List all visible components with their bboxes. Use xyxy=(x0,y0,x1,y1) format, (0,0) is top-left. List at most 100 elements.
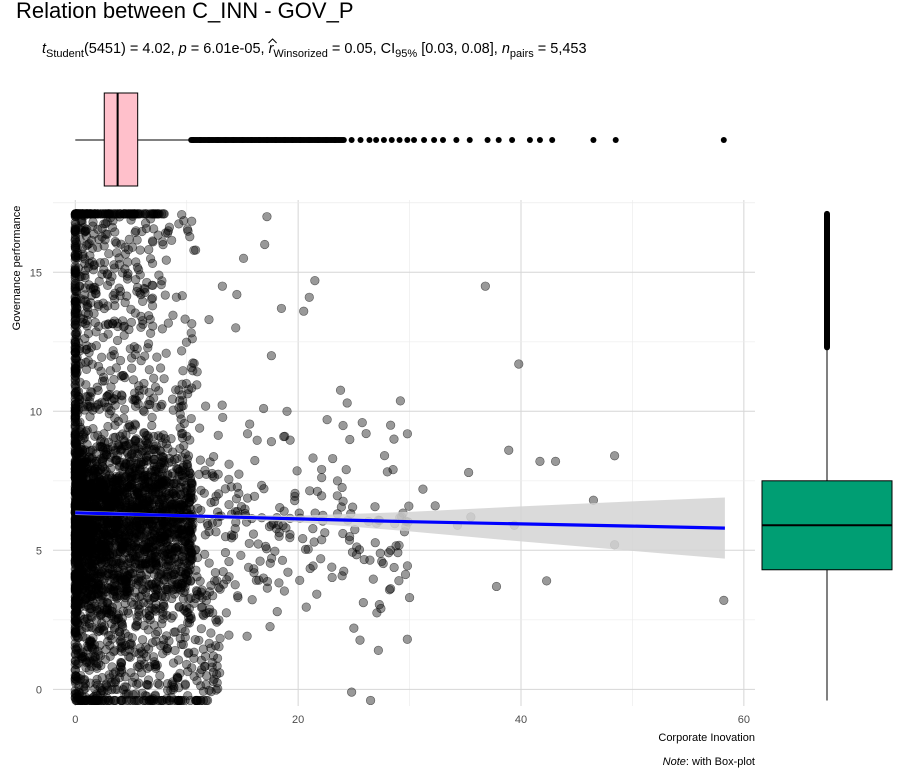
y-axis-title: Governance performance xyxy=(11,206,23,331)
outlier-point xyxy=(495,137,502,143)
data-point xyxy=(180,626,190,637)
data-point xyxy=(111,557,121,567)
data-point xyxy=(115,662,126,672)
data-point xyxy=(127,363,137,373)
data-point xyxy=(214,642,224,652)
data-point xyxy=(70,316,80,326)
data-point xyxy=(120,672,130,682)
outlier-point xyxy=(396,137,403,143)
y-marginal-boxplot xyxy=(761,210,893,701)
data-point xyxy=(187,319,197,329)
data-point xyxy=(112,248,122,258)
data-point xyxy=(89,209,99,219)
data-point xyxy=(336,502,346,512)
data-point xyxy=(167,593,177,604)
data-point xyxy=(185,232,195,242)
data-point xyxy=(328,453,338,464)
data-point xyxy=(370,502,380,512)
data-point xyxy=(206,628,216,638)
data-point xyxy=(183,666,193,677)
data-point xyxy=(394,576,404,586)
data-point xyxy=(147,258,158,269)
data-point xyxy=(190,545,200,555)
data-point xyxy=(266,351,277,361)
data-point xyxy=(260,239,270,250)
data-point xyxy=(134,482,145,493)
data-point xyxy=(238,253,249,263)
outlier-point xyxy=(256,137,263,143)
data-point xyxy=(196,624,206,634)
data-point xyxy=(182,574,192,584)
data-point xyxy=(104,249,114,259)
data-point xyxy=(153,695,163,706)
data-point xyxy=(201,469,211,479)
data-point xyxy=(171,580,181,590)
outlier-point xyxy=(331,137,338,143)
scatter-points xyxy=(70,209,729,706)
data-point xyxy=(197,602,208,612)
data-point xyxy=(138,405,148,415)
data-point xyxy=(361,428,371,439)
data-point xyxy=(365,695,376,706)
data-point xyxy=(130,592,140,603)
data-point xyxy=(221,608,231,618)
data-point xyxy=(188,493,198,503)
data-point xyxy=(109,432,119,443)
data-point xyxy=(142,663,152,673)
data-point xyxy=(134,449,144,460)
data-point xyxy=(70,250,80,261)
data-point xyxy=(137,559,147,569)
data-point xyxy=(167,394,178,404)
data-point xyxy=(368,574,378,584)
data-point xyxy=(114,440,124,450)
data-point xyxy=(252,435,262,445)
data-point xyxy=(210,576,220,586)
data-point xyxy=(220,547,231,558)
data-point xyxy=(151,540,162,550)
data-point xyxy=(87,243,98,253)
data-point xyxy=(151,441,161,451)
outlier-point xyxy=(190,137,197,143)
outlier-point xyxy=(315,137,322,143)
data-point xyxy=(177,346,187,356)
data-point xyxy=(177,695,187,706)
data-point xyxy=(209,472,220,482)
data-point xyxy=(147,236,158,246)
data-point xyxy=(181,378,191,389)
data-point xyxy=(70,447,80,457)
data-point xyxy=(96,366,106,376)
data-point xyxy=(316,554,326,564)
data-point xyxy=(109,614,119,625)
data-point xyxy=(108,346,118,356)
data-point xyxy=(375,548,385,558)
outlier-point xyxy=(380,137,387,143)
r-hat-symbol xyxy=(268,38,277,44)
data-point xyxy=(224,459,234,469)
data-point xyxy=(178,366,188,376)
data-point xyxy=(186,478,196,489)
data-point xyxy=(161,255,171,265)
data-point xyxy=(110,227,120,237)
data-point xyxy=(226,530,237,540)
x-tick-label: 40 xyxy=(515,714,527,726)
data-point xyxy=(70,342,80,352)
data-point xyxy=(168,405,178,415)
outlier-point xyxy=(484,137,491,143)
data-point xyxy=(145,209,155,219)
data-point xyxy=(217,281,227,291)
data-point xyxy=(78,647,88,657)
x-tick-label: 20 xyxy=(292,714,304,726)
data-point xyxy=(204,314,214,325)
data-point xyxy=(232,482,242,492)
data-point xyxy=(106,209,117,219)
data-point xyxy=(192,695,202,706)
data-point xyxy=(70,472,80,482)
data-point xyxy=(70,404,80,414)
data-point xyxy=(312,589,322,599)
data-point xyxy=(244,538,254,549)
data-point xyxy=(123,257,133,267)
data-point xyxy=(281,523,291,533)
data-point xyxy=(130,470,140,481)
data-point xyxy=(277,555,288,565)
data-point xyxy=(104,389,115,400)
